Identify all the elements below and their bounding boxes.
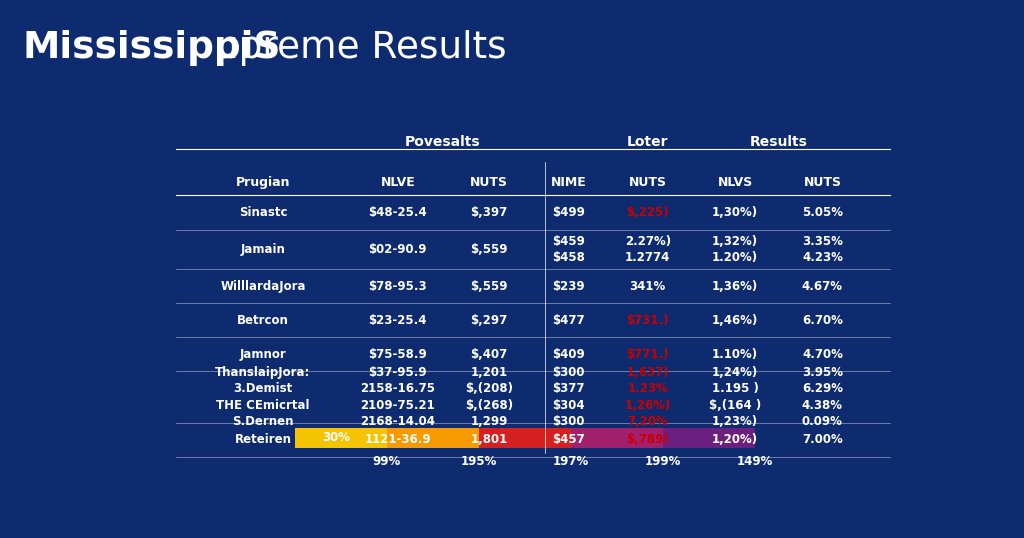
Text: Jamain: Jamain [241,243,286,256]
Text: 1,32%)
1.20%): 1,32%) 1.20%) [712,235,758,264]
Text: $02-90.9: $02-90.9 [369,243,427,256]
Text: $37-95.9
2158-16.75
2109-75.21
2168-14.04: $37-95.9 2158-16.75 2109-75.21 2168-14.0… [360,366,435,428]
Bar [570,428,663,448]
Text: NIME: NIME [551,176,587,189]
Text: $477: $477 [552,314,585,327]
Text: Betrcon: Betrcon [237,314,289,327]
Text: Reteiren: Reteiren [234,434,292,447]
Text: 4.70%: 4.70% [802,348,843,360]
Text: $,789): $,789) [627,434,669,447]
Text: ThanslaipJora:
3.Demist
THE CEmicrtal
S.Dernen: ThanslaipJora: 3.Demist THE CEmicrtal S.… [215,366,310,428]
Text: $,559: $,559 [470,243,508,256]
Text: $78-95.3: $78-95.3 [369,280,427,293]
Text: $499: $499 [552,207,585,220]
Text: 197%: 197% [553,455,589,468]
Text: $459
$458: $459 $458 [552,235,585,264]
Text: 1,46%): 1,46%) [712,314,759,327]
Text: $48-25.4: $48-25.4 [369,207,427,220]
Bar [479,428,570,448]
Text: 7.00%: 7.00% [802,434,843,447]
Text: $771.): $771.) [627,348,669,360]
Text: 1,30%): 1,30%) [712,207,758,220]
Text: NUTS: NUTS [470,176,508,189]
Bar [387,428,479,448]
Text: Prugian: Prugian [236,176,290,189]
Text: 199%: 199% [645,455,681,468]
Text: 149%: 149% [736,455,773,468]
Text: 30%: 30% [323,431,350,444]
Text: $409: $409 [552,348,585,360]
Text: 3.95%
6.29%
4.38%
0.09%: 3.95% 6.29% 4.38% 0.09% [802,366,843,428]
Text: $731.): $731.) [627,314,669,327]
Text: 1,24%)
1.195 )
$,(164 )
1,23%): 1,24%) 1.195 ) $,(164 ) 1,23%) [709,366,761,428]
Text: 6.70%: 6.70% [802,314,843,327]
Text: 1,36%): 1,36%) [712,280,758,293]
Text: $300
$377
$304
$300: $300 $377 $304 $300 [552,366,585,428]
Text: NLVS: NLVS [718,176,753,189]
Bar [663,428,755,448]
Text: 3.35%
4.23%: 3.35% 4.23% [802,235,843,264]
Text: $,297: $,297 [470,314,508,327]
Text: $,225): $,225) [627,207,669,220]
Text: 4.67%: 4.67% [802,280,843,293]
Text: Sinastc: Sinastc [239,207,287,220]
Text: $23-25.4: $23-25.4 [369,314,427,327]
Text: 195%: 195% [461,455,497,468]
Text: 1,201
$,(208)
$,(268)
1,299: 1,201 $,(208) $,(268) 1,299 [465,366,513,428]
Text: Jamnor: Jamnor [240,348,287,360]
Text: 341%: 341% [630,280,666,293]
Text: upreme Results: upreme Results [215,30,507,66]
Text: MississippiS: MississippiS [23,30,281,66]
Text: WilllardaJora: WilllardaJora [220,280,305,293]
Text: 99%: 99% [373,455,400,468]
Text: NUTS: NUTS [804,176,842,189]
Text: 1,637)
1.23%
1,26%)
7,20%: 1,637) 1.23% 1,26%) 7,20% [625,366,671,428]
Text: $457: $457 [552,434,585,447]
Text: $,397: $,397 [470,207,508,220]
Text: Povesalts: Povesalts [406,136,481,150]
Text: NUTS: NUTS [629,176,667,189]
Text: 1,801: 1,801 [470,434,508,447]
Text: $239: $239 [552,280,585,293]
Text: 2.27%)
1.2774: 2.27%) 1.2774 [625,235,671,264]
Text: Results: Results [750,136,808,150]
Bar [295,428,387,448]
Text: Loter: Loter [627,136,669,150]
Text: $75-58.9: $75-58.9 [369,348,427,360]
Text: 1.10%): 1.10%) [712,348,758,360]
Text: 1,20%): 1,20%) [712,434,758,447]
Text: 5.05%: 5.05% [802,207,843,220]
Text: $,559: $,559 [470,280,508,293]
Text: NLVE: NLVE [381,176,415,189]
Text: $,407: $,407 [470,348,508,360]
Text: 1121-36.9: 1121-36.9 [365,434,431,447]
